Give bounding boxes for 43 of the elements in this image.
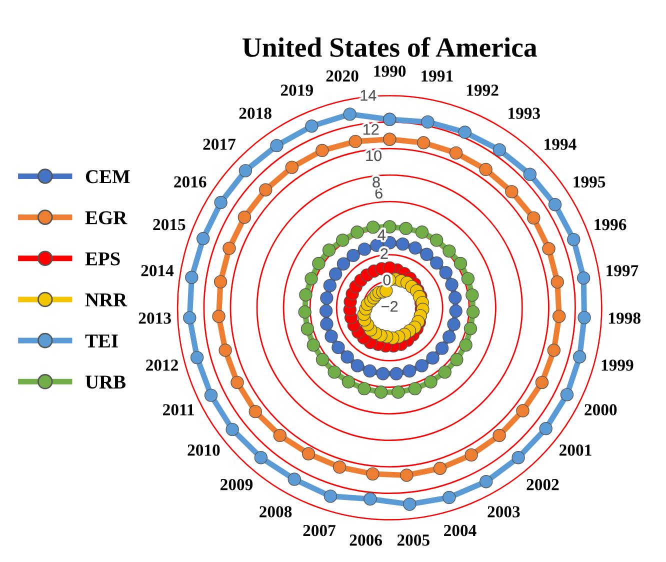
spoke-label: 2008 xyxy=(260,506,292,518)
spoke-label: 1999 xyxy=(602,360,634,371)
spoke-label: 2010 xyxy=(188,444,220,456)
spoke-label: 2009 xyxy=(220,478,253,490)
spoke-label: 1997 xyxy=(606,265,638,276)
spoke-label: 2003 xyxy=(488,506,520,518)
spoke-label: 2020 xyxy=(326,70,358,82)
y-tick-label: 4 xyxy=(378,230,386,240)
chart-title: United States of America xyxy=(242,37,537,57)
spoke-label: 1994 xyxy=(544,138,576,150)
spoke-label: 2017 xyxy=(203,138,236,150)
spoke-label: 2018 xyxy=(239,108,272,119)
spoke-label: 1991 xyxy=(422,70,453,82)
legend-label: NRR xyxy=(85,294,128,306)
spoke-label: 1995 xyxy=(574,176,606,188)
spoke-label: 2013 xyxy=(138,312,171,324)
spoke-label: 1992 xyxy=(466,84,498,96)
spoke-label: 1993 xyxy=(508,108,540,119)
legend-label: EPS xyxy=(85,252,120,266)
spoke-label: 2019 xyxy=(280,84,313,96)
spoke-label: 2007 xyxy=(303,524,336,536)
spoke-label: 2004 xyxy=(444,524,476,536)
y-tick-label: 8 xyxy=(372,176,380,188)
y-tick-label: 12 xyxy=(364,124,379,135)
spoke-label: 1998 xyxy=(609,312,640,324)
spoke-label: 2015 xyxy=(153,218,186,230)
spoke-label: 2012 xyxy=(146,360,178,371)
spoke-label: 2016 xyxy=(174,176,206,188)
legend-label: TEI xyxy=(85,334,118,348)
legend-label: URB xyxy=(85,376,126,389)
y-tick-label: 10 xyxy=(366,150,382,162)
spoke-label: 2006 xyxy=(350,534,382,546)
legend-label: CEM xyxy=(86,170,130,184)
spoke-label: 2011 xyxy=(163,404,194,416)
spoke-label: 2005 xyxy=(397,534,430,546)
y-tick-label: −2 xyxy=(382,300,398,312)
spoke-label: 2014 xyxy=(141,265,174,276)
spoke-label: 2000 xyxy=(584,404,617,416)
spoke-label: 2001 xyxy=(560,444,592,456)
spoke-label: 2002 xyxy=(526,478,559,490)
spoke-label: 1996 xyxy=(594,219,626,230)
spoke-label: 1990 xyxy=(374,66,406,77)
legend-label: EGR xyxy=(85,211,128,224)
